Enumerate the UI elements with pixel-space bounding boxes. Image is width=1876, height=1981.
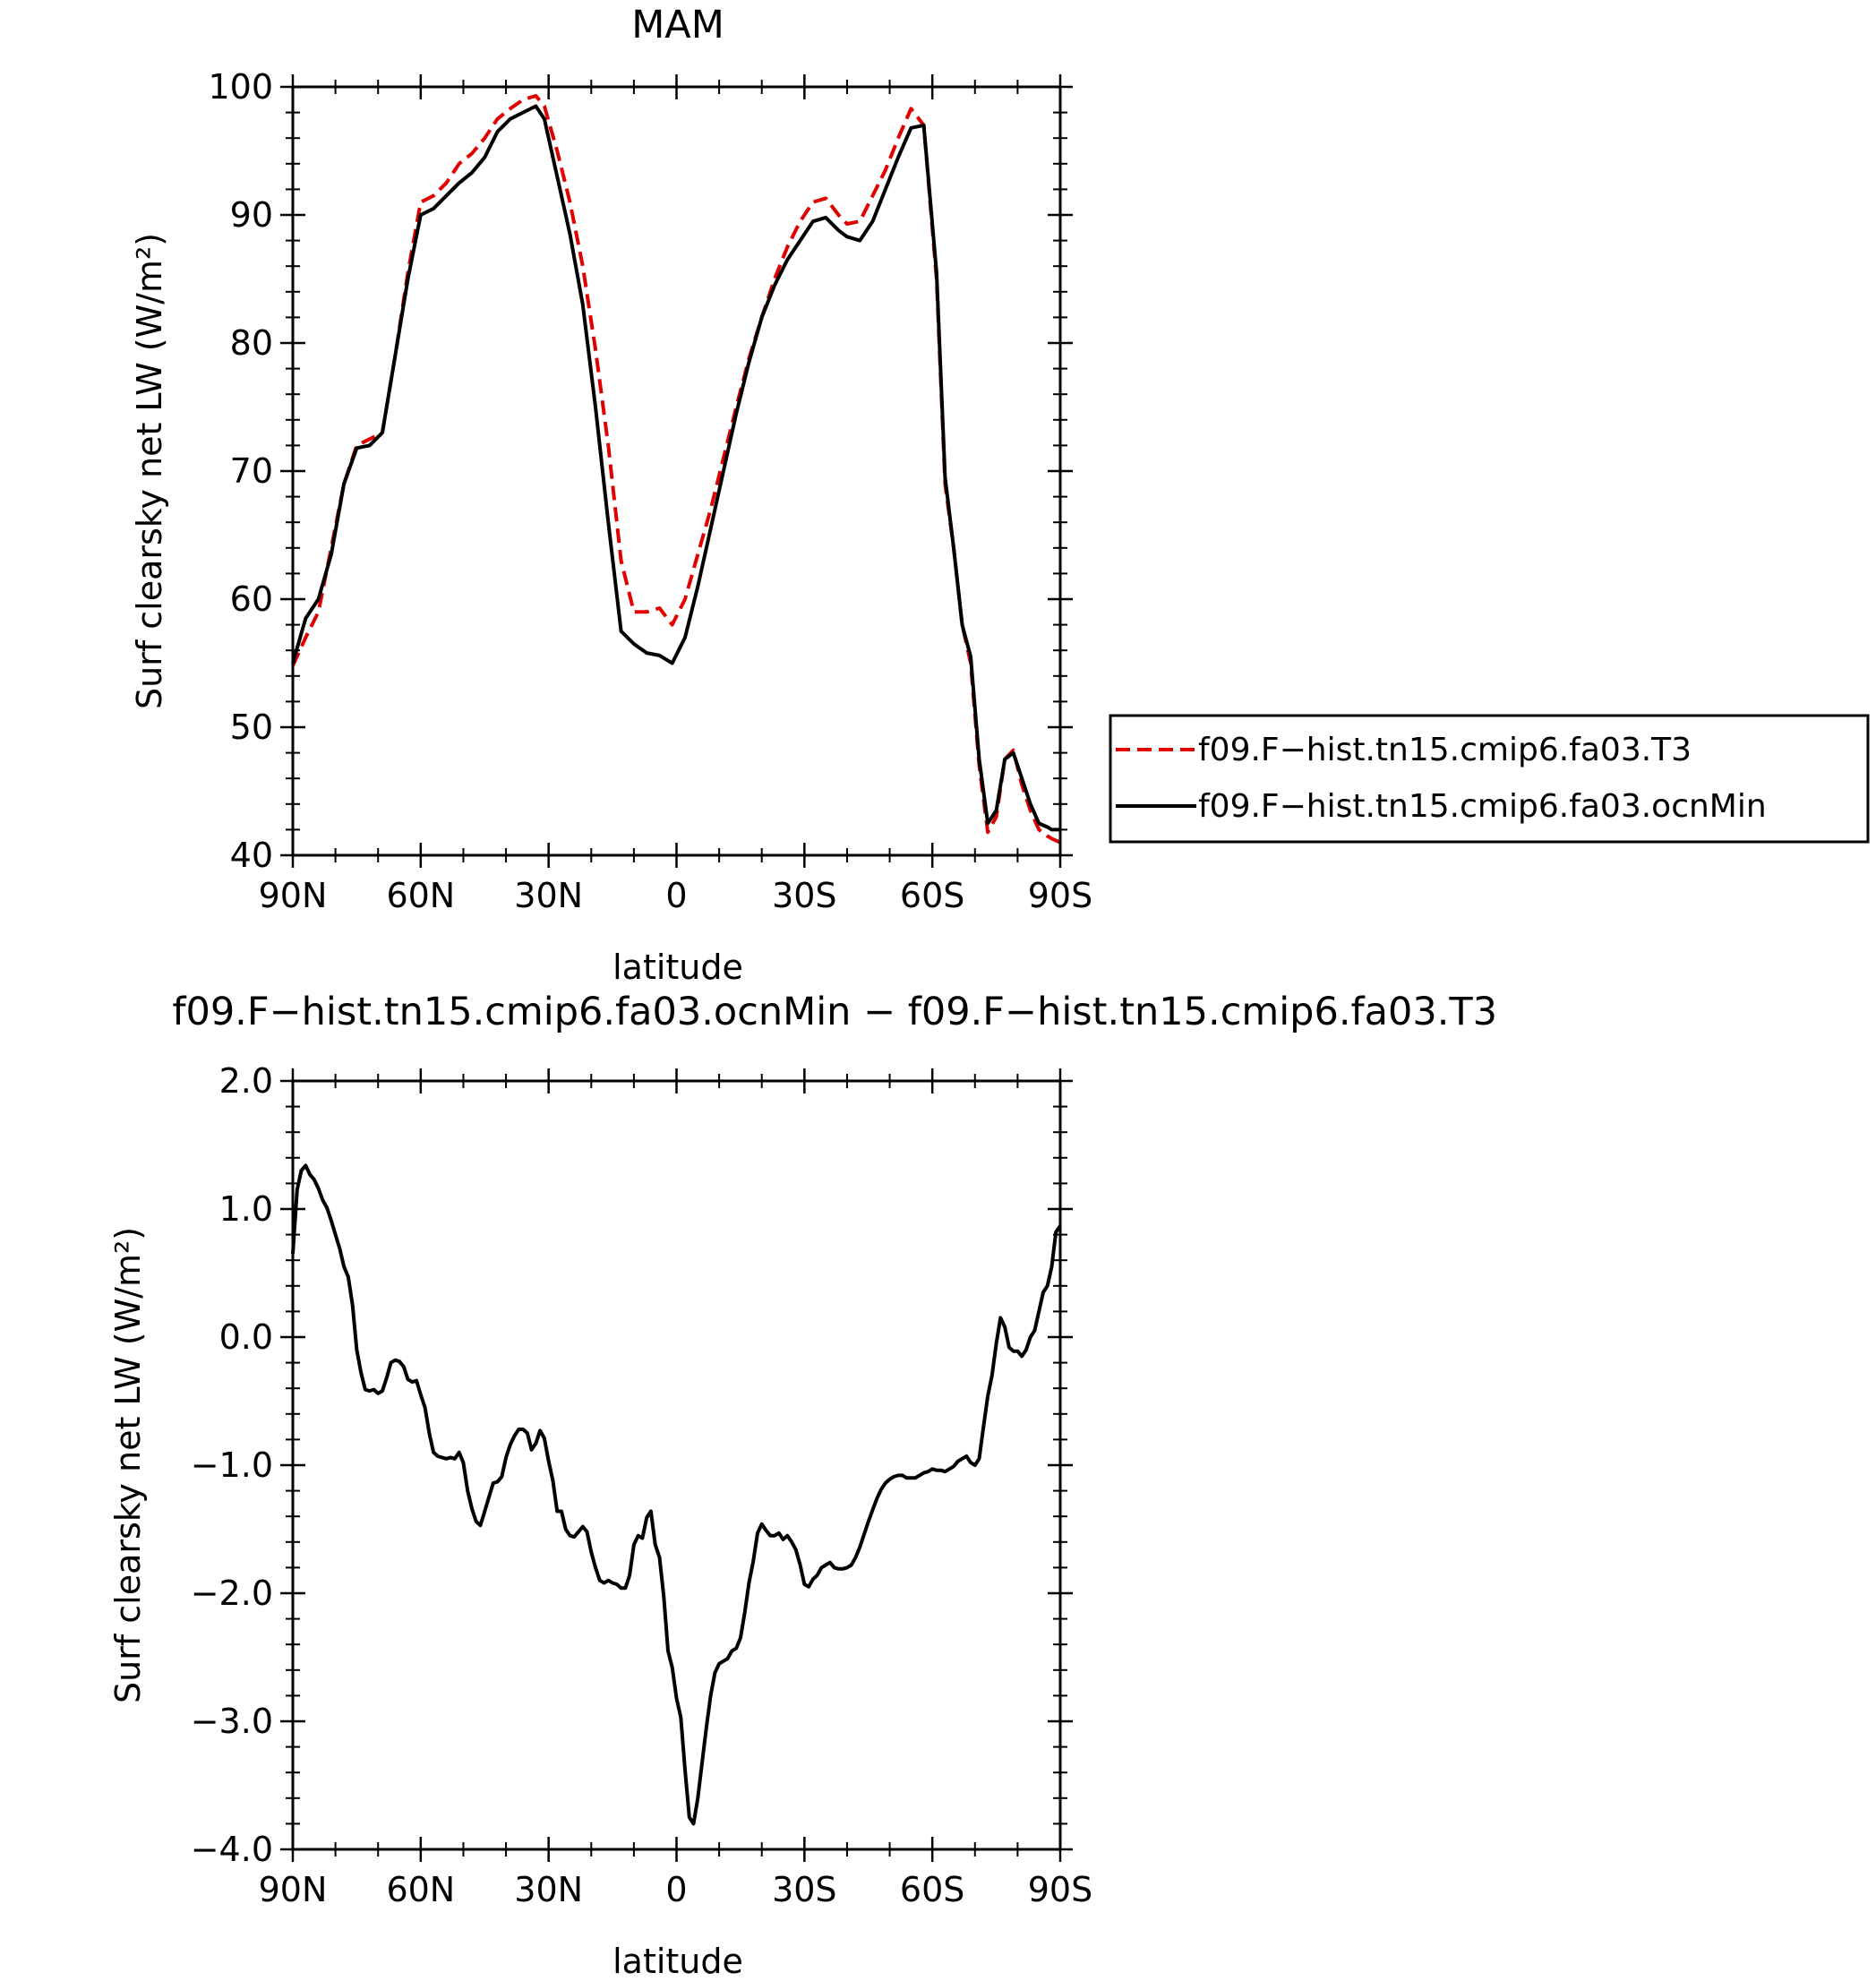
y-tick-label: 100 — [208, 67, 273, 107]
bottom-plot-frame — [291, 1079, 1062, 1851]
y-tick-label: 1.0 — [219, 1189, 273, 1229]
y-tick-label: 50 — [230, 708, 273, 747]
y-tick-label: 60 — [230, 579, 273, 619]
y-tick-label: 70 — [230, 451, 273, 491]
top-series-lines — [291, 94, 1061, 845]
top-plot-frame — [291, 85, 1062, 857]
y-tick-label: 0.0 — [219, 1317, 273, 1357]
bottom-y-tick-labels: −4.0 −3.0 −2.0 −1.0 0.0 1.0 2.0 — [191, 1061, 273, 1869]
top-axis-ticks — [280, 74, 1073, 868]
y-tick-label: −4.0 — [191, 1830, 273, 1869]
top-y-axis-label: Surf clearsky net LW (W/m²) — [130, 233, 169, 709]
x-tick-label: 30S — [772, 1870, 836, 1909]
y-tick-label: −1.0 — [191, 1445, 273, 1485]
x-tick-label: 60N — [386, 876, 455, 915]
x-tick-label: 0 — [665, 1870, 687, 1909]
series-line-ocnmin — [291, 104, 1060, 832]
top-x-axis-label: latitude — [612, 948, 743, 987]
bottom-y-axis-label: Surf clearsky net LW (W/m²) — [108, 1227, 148, 1703]
x-tick-label: 60N — [386, 1870, 455, 1909]
y-tick-label: 2.0 — [219, 1061, 273, 1101]
legend: f09.F−hist.tn15.cmip6.fa03.T3 f09.F−hist… — [1109, 714, 1870, 844]
y-tick-label: −2.0 — [191, 1574, 273, 1613]
x-tick-label: 30N — [514, 1870, 583, 1909]
x-tick-label: 60S — [900, 876, 964, 915]
legend-label-t3: f09.F−hist.tn15.cmip6.fa03.T3 — [1198, 732, 1692, 768]
difference-line — [291, 1163, 1062, 1826]
bottom-x-tick-labels: 90N 60N 30N 0 30S 60S 90S — [259, 1870, 1093, 1909]
bottom-chart-panel: f09.F−hist.tn15.cmip6.fa03.ocnMin − f09.… — [108, 990, 1497, 1981]
x-tick-label: 0 — [665, 876, 687, 915]
y-tick-label: 40 — [230, 836, 273, 875]
bottom-chart-title: f09.F−hist.tn15.cmip6.fa03.ocnMin − f09.… — [172, 990, 1497, 1034]
x-tick-label: 30N — [514, 876, 583, 915]
x-tick-label: 90S — [1028, 1870, 1092, 1909]
bottom-x-axis-label: latitude — [612, 1942, 743, 1981]
y-tick-label: 80 — [230, 323, 273, 363]
top-chart-title: MAM — [631, 3, 724, 47]
top-y-tick-labels: 40 50 60 70 80 90 100 — [208, 67, 273, 875]
bottom-series-lines — [291, 1163, 1062, 1826]
y-tick-label: −3.0 — [191, 1702, 273, 1741]
top-x-tick-labels: 90N 60N 30N 0 30S 60S 90S — [259, 876, 1093, 915]
x-tick-label: 90S — [1028, 876, 1092, 915]
legend-label-ocnmin: f09.F−hist.tn15.cmip6.fa03.ocnMin — [1198, 788, 1767, 825]
legend-box — [1109, 714, 1870, 844]
x-tick-label: 90N — [259, 876, 328, 915]
y-tick-label: 90 — [230, 195, 273, 235]
x-tick-label: 60S — [900, 1870, 964, 1909]
x-tick-label: 30S — [772, 876, 836, 915]
x-tick-label: 90N — [259, 1870, 328, 1909]
